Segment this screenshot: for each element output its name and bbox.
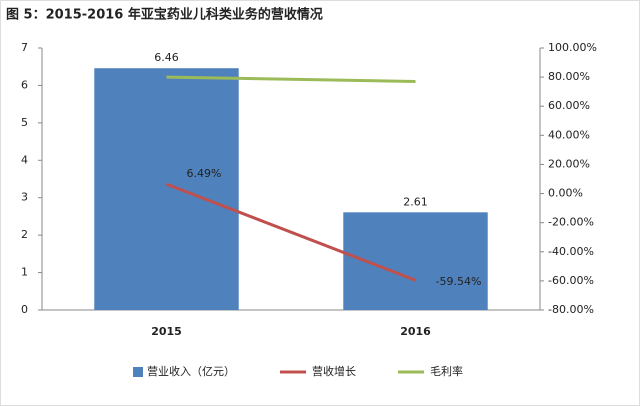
legend-label: 毛利率 [430,364,463,378]
x-tick-label: 2016 [400,325,431,338]
y2-tick-label: 100.00% [548,41,597,54]
y-tick-label: 6 [21,78,28,91]
chart-title: 图 5：2015-2016 年亚宝药业儿科类业务的营收情况 [6,7,323,23]
y2-tick-label: 0.00% [548,187,583,200]
y2-tick-label: -20.00% [548,216,594,229]
line [166,75,416,83]
bar-label: 6.46 [154,51,179,64]
y2-tick-label: -80.00% [548,303,594,316]
legend-label: 营收增长 [312,364,356,378]
y2-tick-label: 20.00% [548,157,590,170]
bar [94,68,239,310]
y-tick-label: 2 [21,228,28,241]
line-label: -59.54% [436,275,482,288]
line-label: 6.49% [187,167,222,180]
y-tick-label: 0 [21,303,28,316]
y-tick-label: 7 [21,41,28,54]
y-tick-label: 3 [21,191,28,204]
y-tick-label: 1 [21,266,28,279]
line [165,182,417,282]
y2-tick-label: 60.00% [548,99,590,112]
y2-tick-label: 80.00% [548,70,590,83]
y-tick-label: 5 [21,116,28,129]
legend-swatch [133,367,143,377]
legend-label: 营业收入（亿元） [147,364,235,378]
y2-tick-label: -60.00% [548,274,594,287]
bar-label: 2.61 [403,195,428,208]
y2-tick-label: -40.00% [548,245,594,258]
y2-tick-label: 40.00% [548,128,590,141]
y-tick-label: 4 [21,153,28,166]
x-tick-label: 2015 [151,325,182,338]
